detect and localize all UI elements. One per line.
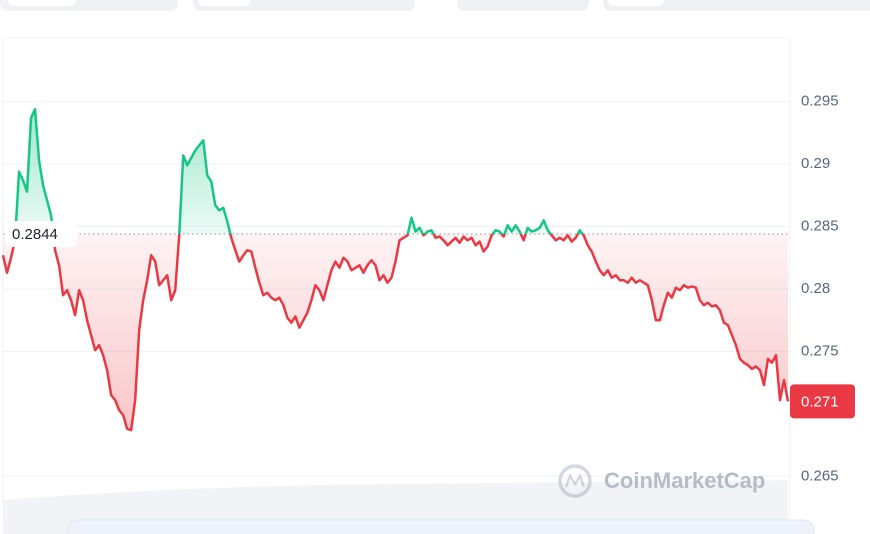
- top-tabs: [0, 0, 870, 11]
- tab[interactable]: [603, 0, 870, 11]
- tab-active[interactable]: [8, 0, 76, 6]
- last-price-box: [790, 384, 855, 419]
- y-tick-label: 0.275: [801, 342, 839, 359]
- y-tick-label: 0.295: [801, 93, 839, 110]
- y-tick-label: 0.285: [801, 218, 839, 235]
- y-tick-label: 0.29: [801, 155, 830, 172]
- y-tick-label: 0.28: [801, 280, 830, 297]
- area: [3, 109, 788, 431]
- reference-label: 0.2844: [12, 226, 58, 243]
- tab-active[interactable]: [198, 0, 250, 6]
- y-tick-label: 0.265: [801, 467, 839, 484]
- tab-active[interactable]: [608, 0, 664, 6]
- range-scroller[interactable]: [67, 519, 815, 534]
- plot: 0.2844: [1, 107, 790, 432]
- last-price-label: 0.271: [801, 393, 839, 410]
- tab[interactable]: [457, 0, 589, 11]
- reference-label-box: [5, 221, 77, 248]
- watermark: CoinMarketCap: [604, 468, 765, 493]
- watermark-logo: [558, 464, 592, 498]
- price-line: [1, 107, 790, 432]
